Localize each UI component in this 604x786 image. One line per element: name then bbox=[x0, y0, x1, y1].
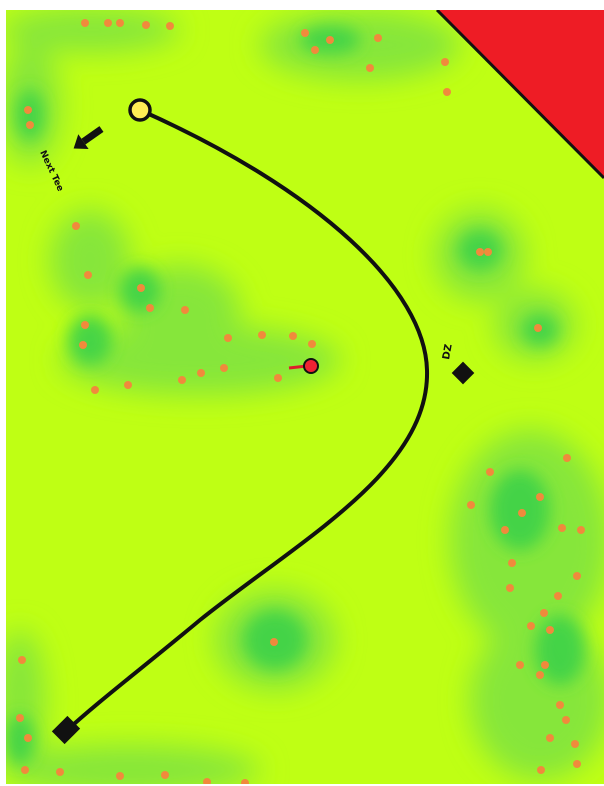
tree-dot bbox=[301, 29, 309, 37]
tree-dot bbox=[224, 334, 232, 342]
tree-dot bbox=[81, 321, 89, 329]
tree-dot bbox=[311, 46, 319, 54]
tree-dot bbox=[476, 248, 484, 256]
drop-zone-label: DZ bbox=[441, 343, 455, 360]
tree-dot bbox=[467, 501, 475, 509]
out-of-bounds-line bbox=[435, 10, 604, 180]
tree-layer bbox=[16, 19, 585, 784]
tree-dot bbox=[26, 121, 34, 129]
tree-dot bbox=[16, 714, 24, 722]
tree-dot bbox=[161, 771, 169, 779]
tree-dot bbox=[562, 716, 570, 724]
tree-dot bbox=[527, 622, 535, 630]
tree-dot bbox=[326, 36, 334, 44]
tree-dot bbox=[24, 734, 32, 742]
tree-dot bbox=[181, 306, 189, 314]
tree-dot bbox=[577, 526, 585, 534]
tree-dot bbox=[79, 341, 87, 349]
tree-dot bbox=[241, 779, 249, 784]
tree-dot bbox=[21, 766, 29, 774]
tree-dot bbox=[104, 19, 112, 27]
tree-dot bbox=[540, 609, 548, 617]
tree-dot bbox=[81, 19, 89, 27]
tree-dot bbox=[546, 626, 554, 634]
tree-dot bbox=[508, 559, 516, 567]
tree-dot bbox=[18, 656, 26, 664]
tree-dot bbox=[536, 493, 544, 501]
tree-dot bbox=[537, 766, 545, 774]
tree-dot bbox=[274, 374, 282, 382]
tree-dot bbox=[571, 740, 579, 748]
tree-dot bbox=[516, 661, 524, 669]
tree-dot bbox=[197, 369, 205, 377]
arrow-icon bbox=[73, 126, 104, 149]
tree-dot bbox=[573, 572, 581, 580]
square-marker-icon bbox=[51, 715, 81, 745]
tree-dot bbox=[289, 332, 297, 340]
tree-dot bbox=[116, 19, 124, 27]
tree-dot bbox=[124, 381, 132, 389]
tree-dot bbox=[116, 772, 124, 780]
flight-path bbox=[62, 108, 430, 735]
tree-dot bbox=[72, 222, 80, 230]
tree-dot bbox=[441, 58, 449, 66]
tree-dot bbox=[556, 701, 564, 709]
tree-dot bbox=[203, 778, 211, 784]
tree-dot bbox=[541, 661, 549, 669]
target-marker[interactable] bbox=[288, 358, 319, 374]
tree-dot bbox=[484, 248, 492, 256]
tree-dot bbox=[546, 734, 554, 742]
tree-dot bbox=[258, 331, 266, 339]
tree-dot bbox=[270, 638, 278, 646]
tree-dot bbox=[443, 88, 451, 96]
tree-dot bbox=[308, 340, 316, 348]
tree-dot bbox=[84, 271, 92, 279]
tree-dot bbox=[534, 324, 542, 332]
tree-dot bbox=[536, 671, 544, 679]
next-tee-arrow[interactable] bbox=[68, 122, 106, 156]
tree-dot bbox=[166, 22, 174, 30]
tree-dot bbox=[501, 526, 509, 534]
tree-dot bbox=[506, 584, 514, 592]
tree-dot bbox=[563, 454, 571, 462]
tree-dot bbox=[178, 376, 186, 384]
tree-dot bbox=[554, 592, 562, 600]
tree-dot bbox=[137, 284, 145, 292]
tee-marker[interactable] bbox=[128, 98, 152, 122]
rough-layer bbox=[6, 10, 604, 784]
tree-dot bbox=[24, 106, 32, 114]
tree-dot bbox=[91, 386, 99, 394]
tree-dot bbox=[573, 760, 581, 768]
tree-dot bbox=[56, 768, 64, 776]
tree-dot bbox=[146, 304, 154, 312]
tree-dot bbox=[142, 21, 150, 29]
tree-dot bbox=[518, 509, 526, 517]
tree-dot bbox=[486, 468, 494, 476]
tree-dot bbox=[366, 64, 374, 72]
tree-dot bbox=[374, 34, 382, 42]
start-marker[interactable] bbox=[51, 715, 81, 745]
pin-marker-icon bbox=[303, 358, 319, 374]
tree-dot bbox=[558, 524, 566, 532]
tree-dot bbox=[220, 364, 228, 372]
